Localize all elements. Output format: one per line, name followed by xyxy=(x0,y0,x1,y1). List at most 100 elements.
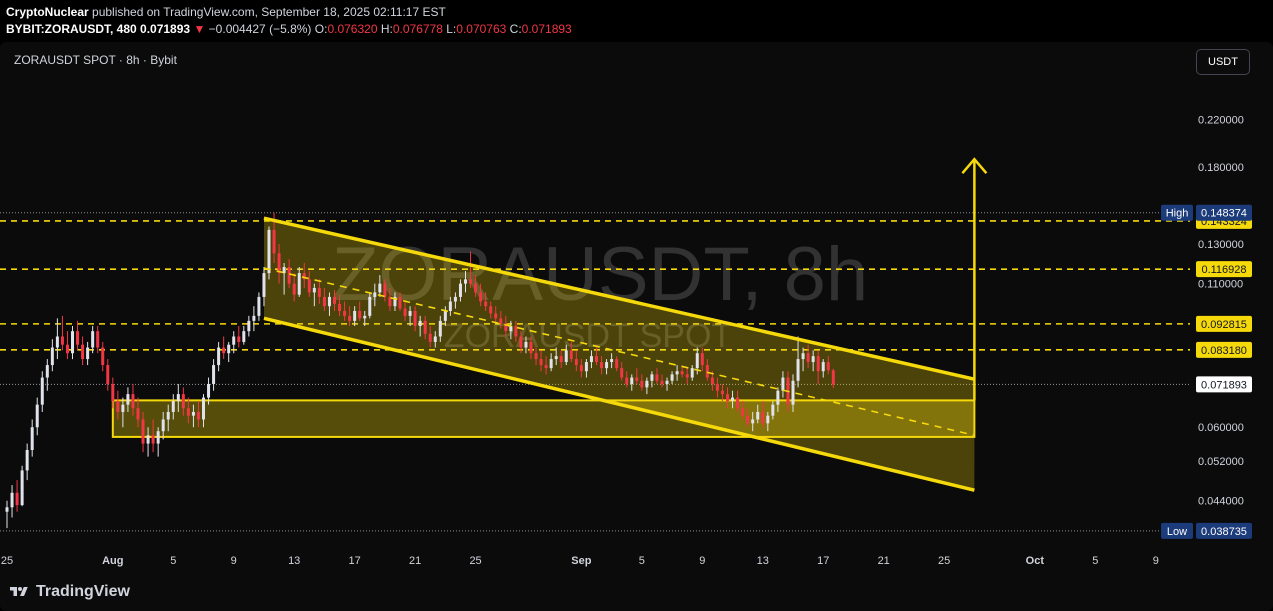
candle-body xyxy=(559,356,563,363)
candle-body xyxy=(86,347,90,360)
candle-body xyxy=(418,320,422,326)
candle-body xyxy=(368,296,372,316)
channel-upper-line xyxy=(263,216,975,381)
candle-body xyxy=(287,266,291,284)
candle-body xyxy=(91,331,95,348)
candle-body xyxy=(338,303,342,311)
candle-body xyxy=(620,368,624,378)
candle-body xyxy=(96,331,100,348)
candle-body xyxy=(453,296,457,302)
candle-body xyxy=(554,356,558,360)
candle-body xyxy=(50,347,54,366)
candle-body xyxy=(474,283,478,293)
y-axis-tick-label: 0.060000 xyxy=(1198,422,1244,434)
candle-body xyxy=(171,401,175,412)
candle-body xyxy=(544,365,548,369)
x-axis-tick-label: 17 xyxy=(349,555,361,567)
key-level-badge-2: 0.092815 xyxy=(1201,319,1247,331)
candle-body xyxy=(731,397,735,402)
candle-body xyxy=(761,411,765,424)
candle-body xyxy=(333,296,336,304)
candle-body xyxy=(121,404,125,412)
candle-body xyxy=(484,301,488,307)
channel-mid-line xyxy=(263,267,975,437)
x-axis-tick-label: 21 xyxy=(409,555,421,567)
publish-info: CryptoNuclear published on TradingView.c… xyxy=(6,5,446,19)
x-axis-tick-label: 13 xyxy=(757,555,769,567)
y-axis-tick-label: 0.130000 xyxy=(1198,239,1244,251)
y-axis-tick-label: 0.180000 xyxy=(1198,162,1244,174)
candle-body xyxy=(30,427,34,451)
demand-zone xyxy=(111,399,976,438)
target-arrow-head-icon xyxy=(961,157,988,174)
y-axis-tick-label: 0.110000 xyxy=(1198,279,1243,291)
channel-fill xyxy=(263,218,975,491)
high-marker-label: High xyxy=(1166,208,1189,220)
candle-body xyxy=(670,374,674,381)
x-axis-tick-label: 5 xyxy=(1092,555,1098,567)
low-marker-label: Low xyxy=(1167,526,1187,538)
x-axis-tick-label: 9 xyxy=(1153,555,1159,567)
candle-body xyxy=(60,336,64,345)
candle-body xyxy=(489,306,493,314)
candle-body xyxy=(161,419,165,432)
x-axis-tick-label: 25 xyxy=(938,555,950,567)
currency-button[interactable]: USDT xyxy=(1196,49,1250,75)
author-name[interactable]: CryptoNuclear xyxy=(6,5,89,19)
low-price-badge-bg xyxy=(1196,522,1252,539)
candle-body xyxy=(15,492,19,506)
candle-body xyxy=(569,350,573,360)
candle-body xyxy=(413,310,417,326)
candle-body xyxy=(237,336,241,342)
tradingview-brand: TradingView xyxy=(36,583,130,600)
candle-body xyxy=(494,313,498,319)
candle-body xyxy=(690,368,694,378)
chart-pane[interactable] xyxy=(0,42,1273,611)
candle-body xyxy=(685,374,689,378)
high-marker-label-bg xyxy=(1161,204,1193,221)
low-value: 0.070763 xyxy=(456,22,507,36)
close-value: 0.071893 xyxy=(521,22,572,36)
high-label: H: xyxy=(380,22,393,36)
candle-body xyxy=(539,359,543,366)
candle-body xyxy=(579,365,583,372)
candle-body xyxy=(615,359,619,369)
candle-body xyxy=(111,384,115,402)
candle-body xyxy=(282,266,286,274)
candle-body xyxy=(675,371,679,375)
candle-body xyxy=(660,380,664,385)
candle-body xyxy=(343,310,347,316)
low-label: L: xyxy=(446,22,457,36)
change-value: −0.004427 (−5.8%) xyxy=(208,22,312,36)
x-axis-tick-label: 5 xyxy=(639,555,645,567)
candle-body xyxy=(383,283,387,297)
x-axis-tick-label: Aug xyxy=(102,555,123,567)
candle-body xyxy=(322,296,326,307)
candle-body xyxy=(715,384,719,391)
candle-body xyxy=(196,411,200,420)
candle-body xyxy=(635,377,639,381)
candle-body xyxy=(443,310,447,321)
candle-body xyxy=(65,344,69,354)
candle-body xyxy=(242,331,246,342)
candle-body xyxy=(55,336,59,348)
candle-body xyxy=(106,365,110,385)
candle-body xyxy=(524,341,528,348)
candle-body xyxy=(625,377,629,385)
candle-body xyxy=(186,408,190,416)
candle-body xyxy=(741,408,745,416)
ohlc-bar: BYBIT:ZORAUSDT, 480 0.071893 ▼ −0.004427… xyxy=(6,22,572,36)
candle-body xyxy=(791,380,795,405)
y-axis-tick-label: 0.052000 xyxy=(1198,456,1244,468)
tradingview-footer: TradingView xyxy=(7,583,130,601)
candle-body xyxy=(191,411,195,416)
candle-body xyxy=(10,492,14,508)
candle-body xyxy=(166,411,170,420)
candle-body xyxy=(212,365,216,385)
candle-body xyxy=(151,435,155,444)
candle-body xyxy=(302,273,306,280)
candle-body xyxy=(307,279,311,293)
x-axis-tick-label: 5 xyxy=(170,555,176,567)
candle-body xyxy=(408,310,412,316)
